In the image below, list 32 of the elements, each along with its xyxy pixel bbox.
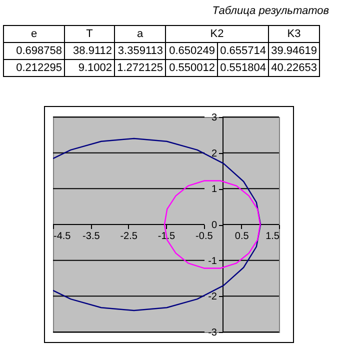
y-tick-label: 0 [211, 220, 218, 231]
text: T [64, 26, 114, 42]
text: 0.551804 [218, 60, 268, 76]
text: a [114, 26, 166, 42]
y-tick-label: 2 [211, 148, 218, 160]
text: 39.94619 [268, 42, 320, 60]
y-tick-label: -1 [208, 256, 218, 267]
x-tick-label: -0.5 [196, 231, 214, 242]
y-tick-label: -3 [208, 328, 218, 338]
text: K2 [166, 26, 268, 42]
y-tick-label: -2 [208, 292, 218, 303]
text: 3.359113 [114, 42, 166, 60]
text: 40.22653 [268, 60, 320, 76]
y-tick-label: 3 [211, 112, 218, 124]
text: 9.1002 [64, 60, 114, 76]
x-tick-label: -3.5 [82, 231, 100, 242]
text: Таблица результатов [212, 5, 329, 17]
x-tick-label: -2.5 [120, 231, 138, 242]
text: 0.550012 [166, 60, 218, 76]
x-tick-label: -4.5 [54, 231, 72, 242]
x-tick-label: 0.5 [234, 231, 250, 242]
text: 0.212295 [4, 60, 64, 76]
y-tick-label: 1 [211, 184, 218, 196]
text: 0.650249 [166, 42, 218, 60]
x-tick-label: 1.5 [266, 231, 280, 242]
text: 38.9112 [64, 42, 114, 60]
text: 1.272125 [114, 60, 166, 76]
line-series [53, 138, 262, 312]
text: 0.655714 [218, 42, 268, 60]
text: K3 [268, 26, 320, 42]
text: e [4, 26, 64, 42]
text: 0.698758 [4, 42, 64, 60]
